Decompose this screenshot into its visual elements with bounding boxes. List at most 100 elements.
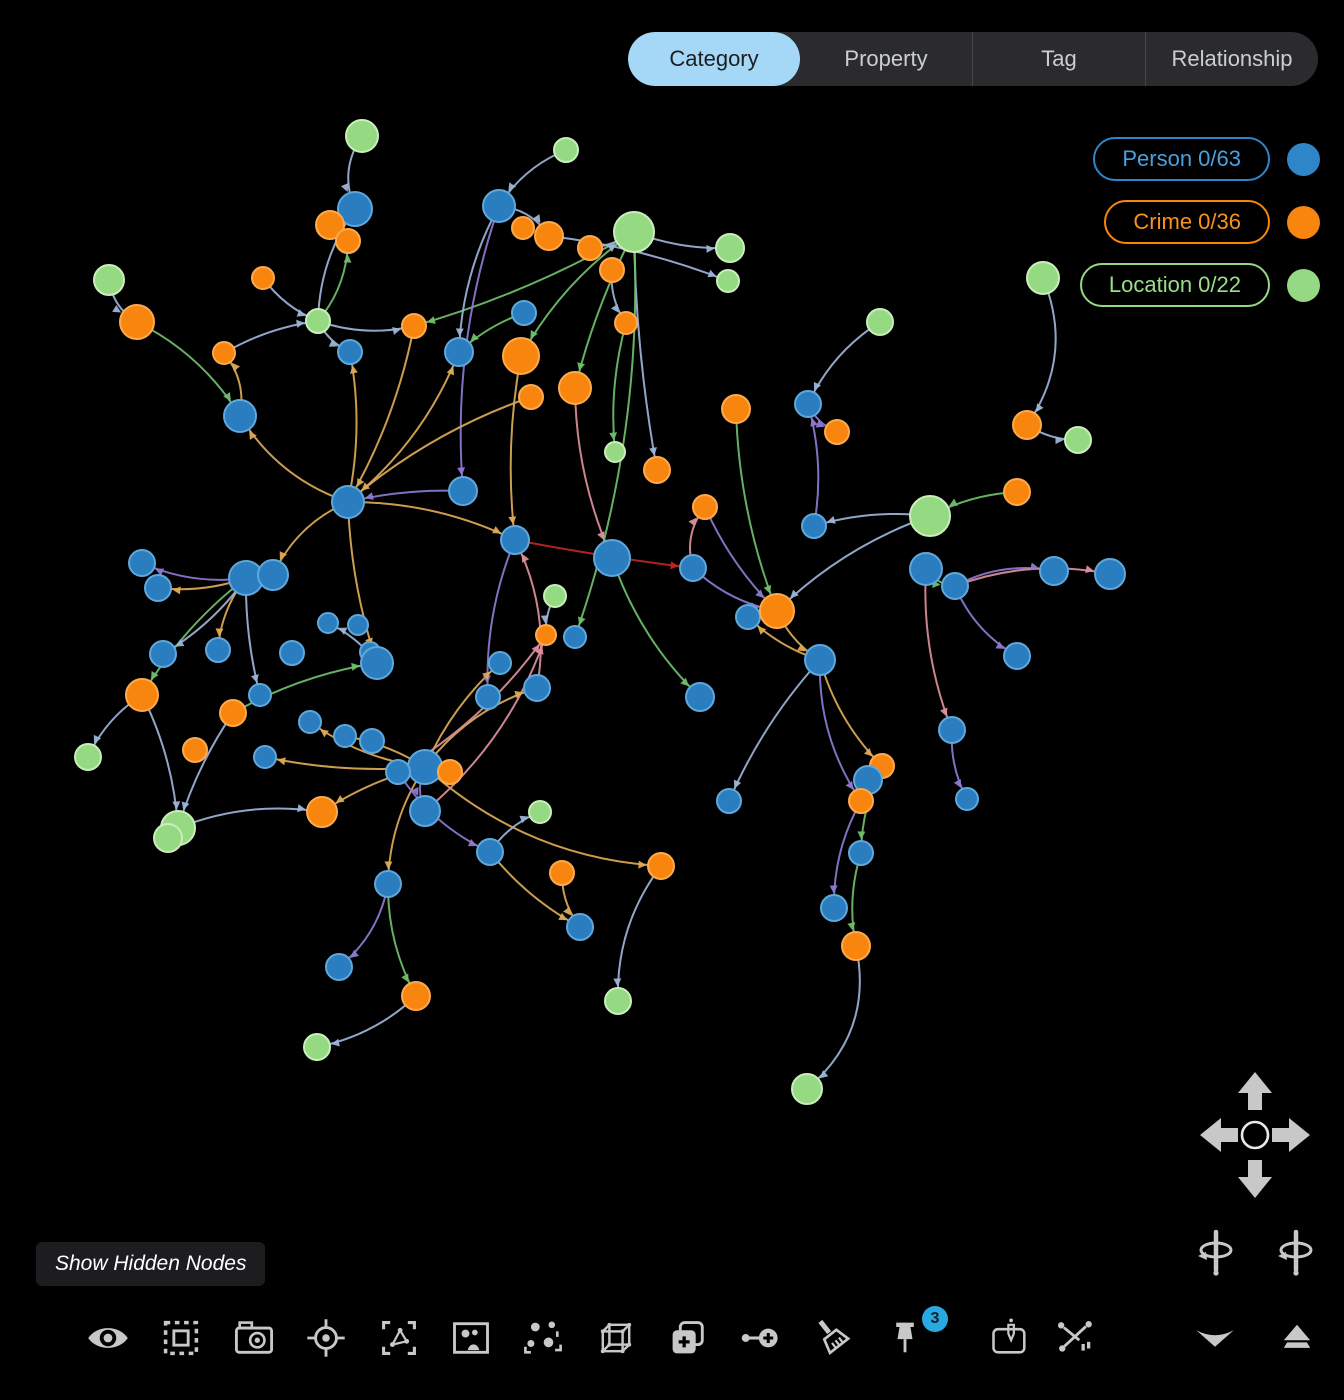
image-people-button[interactable] bbox=[447, 1314, 495, 1362]
graph-node[interactable] bbox=[1012, 410, 1042, 440]
graph-node[interactable] bbox=[518, 384, 544, 410]
graph-edge[interactable] bbox=[514, 539, 542, 689]
graph-node[interactable] bbox=[315, 210, 345, 240]
graph-edge[interactable] bbox=[316, 995, 417, 1048]
graph-edge[interactable] bbox=[548, 235, 729, 282]
graph-node[interactable] bbox=[149, 640, 177, 668]
graph-node[interactable] bbox=[604, 441, 626, 463]
person-color-swatch[interactable] bbox=[1287, 142, 1320, 176]
graph-node[interactable] bbox=[511, 216, 535, 240]
graph-node[interactable] bbox=[279, 640, 305, 666]
camera-button[interactable] bbox=[230, 1314, 278, 1362]
legend-pill-crime[interactable]: Crime 0/36 bbox=[1104, 200, 1270, 244]
graph-edge[interactable] bbox=[338, 883, 389, 968]
graph-edge[interactable] bbox=[807, 321, 881, 405]
rotate-left-control[interactable] bbox=[1198, 1229, 1233, 1276]
graph-node[interactable] bbox=[331, 485, 365, 519]
graph-node[interactable] bbox=[563, 625, 587, 649]
graph-node[interactable] bbox=[791, 1073, 823, 1105]
graph-node[interactable] bbox=[125, 678, 159, 712]
target-button[interactable] bbox=[302, 1314, 350, 1362]
pin-button[interactable] bbox=[881, 1314, 929, 1362]
pan-up-arrow[interactable] bbox=[1238, 1072, 1272, 1110]
graph-node[interactable] bbox=[558, 371, 592, 405]
graph-edge[interactable] bbox=[735, 408, 778, 612]
graph-node[interactable] bbox=[337, 191, 373, 227]
graph-node[interactable] bbox=[337, 339, 363, 365]
select-subgraph-button[interactable] bbox=[375, 1314, 423, 1362]
legend-pill-location[interactable]: Location 0/22 bbox=[1079, 263, 1270, 307]
location-color-swatch[interactable] bbox=[1287, 268, 1320, 302]
graph-node[interactable] bbox=[955, 787, 979, 811]
graph-edge[interactable] bbox=[633, 231, 658, 471]
graph-node[interactable] bbox=[824, 419, 850, 445]
graph-edge[interactable] bbox=[413, 231, 635, 327]
pan-down-arrow[interactable] bbox=[1238, 1160, 1272, 1198]
graph-node[interactable] bbox=[715, 233, 745, 263]
graph-node[interactable] bbox=[685, 682, 715, 712]
graph-node[interactable] bbox=[437, 759, 463, 785]
graph-node[interactable] bbox=[475, 684, 501, 710]
graph-edge[interactable] bbox=[806, 945, 861, 1090]
graph-edge[interactable] bbox=[776, 515, 931, 612]
graph-node[interactable] bbox=[502, 337, 540, 375]
graph-node[interactable] bbox=[1003, 478, 1031, 506]
pan-left-arrow[interactable] bbox=[1200, 1118, 1238, 1152]
graph-node[interactable] bbox=[1064, 426, 1092, 454]
show-hidden-nodes-button[interactable]: Show Hidden Nodes bbox=[36, 1242, 266, 1286]
graph-node[interactable] bbox=[409, 795, 441, 827]
graph-node[interactable] bbox=[553, 137, 579, 163]
pan-center-circle[interactable] bbox=[1240, 1120, 1270, 1150]
graph-node[interactable] bbox=[119, 304, 155, 340]
graph-node[interactable] bbox=[804, 644, 836, 676]
graph-node[interactable] bbox=[794, 390, 822, 418]
graph-node[interactable] bbox=[679, 554, 707, 582]
legend-pill-person[interactable]: Person 0/63 bbox=[1093, 137, 1270, 181]
graph-edge[interactable] bbox=[386, 883, 417, 997]
graph-node[interactable] bbox=[909, 495, 951, 537]
graph-node[interactable] bbox=[759, 593, 795, 629]
graph-node[interactable] bbox=[566, 913, 594, 941]
graph-node[interactable] bbox=[253, 745, 277, 769]
graph-edge[interactable] bbox=[616, 865, 662, 1002]
graph-node[interactable] bbox=[401, 981, 431, 1011]
brush-button[interactable] bbox=[809, 1314, 857, 1362]
graph-node[interactable] bbox=[941, 572, 969, 600]
graph-node[interactable] bbox=[305, 308, 331, 334]
graph-node[interactable] bbox=[223, 399, 257, 433]
eye-button[interactable] bbox=[84, 1314, 132, 1362]
graph-edge[interactable] bbox=[141, 577, 247, 696]
scatter-nodes-button[interactable] bbox=[519, 1314, 567, 1362]
graph-edge[interactable] bbox=[819, 659, 883, 767]
graph-node[interactable] bbox=[938, 716, 966, 744]
cut-links-button[interactable] bbox=[1052, 1314, 1100, 1362]
graph-node[interactable] bbox=[205, 637, 231, 663]
graph-node[interactable] bbox=[448, 476, 478, 506]
pan-right-arrow[interactable] bbox=[1272, 1118, 1310, 1152]
graph-node[interactable] bbox=[721, 394, 751, 424]
tab-category[interactable]: Category bbox=[628, 32, 800, 86]
graph-edge[interactable] bbox=[239, 415, 349, 503]
collapse-down-button[interactable] bbox=[1191, 1314, 1239, 1362]
graph-node[interactable] bbox=[543, 584, 567, 608]
graph-node[interactable] bbox=[212, 341, 236, 365]
graph-node[interactable] bbox=[523, 674, 551, 702]
rotate-right-control[interactable] bbox=[1278, 1229, 1313, 1276]
add-link-button[interactable] bbox=[736, 1314, 784, 1362]
graph-node[interactable] bbox=[692, 494, 718, 520]
graph-node[interactable] bbox=[248, 683, 272, 707]
graph-node[interactable] bbox=[407, 749, 443, 785]
graph-edge[interactable] bbox=[704, 506, 778, 612]
graph-node[interactable] bbox=[534, 221, 564, 251]
graph-node[interactable] bbox=[604, 987, 632, 1015]
graph-node[interactable] bbox=[345, 119, 379, 153]
graph-node[interactable] bbox=[385, 759, 411, 785]
graph-node[interactable] bbox=[128, 549, 156, 577]
cube-3d-button[interactable] bbox=[592, 1314, 640, 1362]
graph-node[interactable] bbox=[325, 953, 353, 981]
selection-box-button[interactable] bbox=[157, 1314, 205, 1362]
graph-edge[interactable] bbox=[424, 634, 547, 812]
graph-edge[interactable] bbox=[177, 807, 323, 829]
graph-node[interactable] bbox=[1026, 261, 1060, 295]
